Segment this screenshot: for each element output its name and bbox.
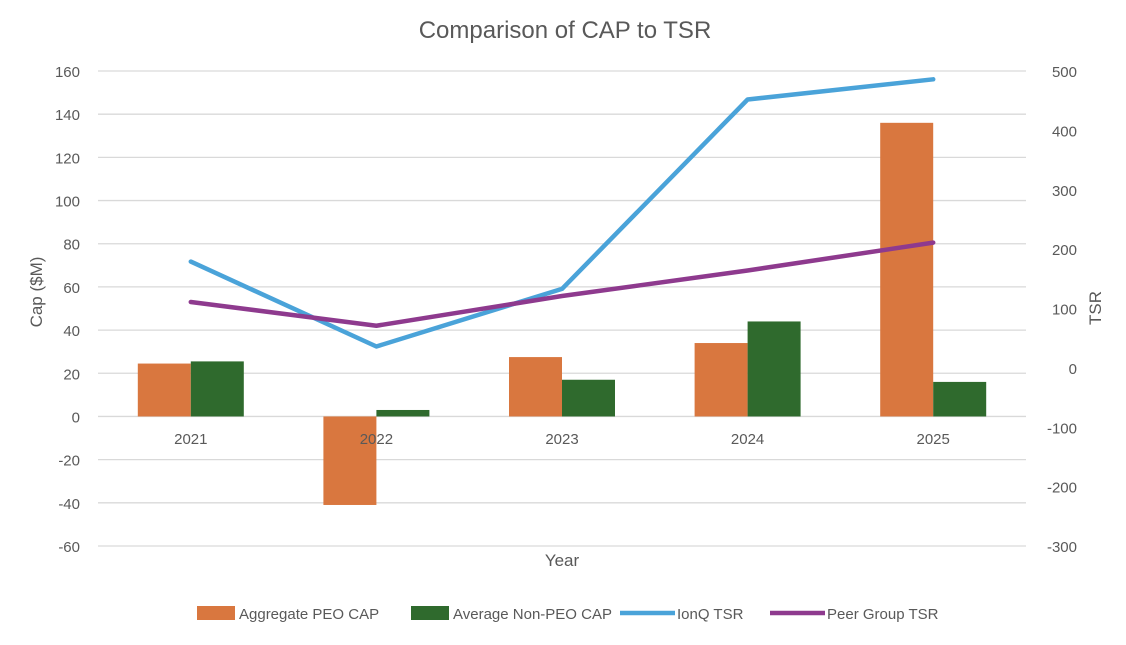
chart-title: Comparison of CAP to TSR (419, 17, 712, 44)
lines (188, 77, 936, 349)
bars (137, 122, 987, 505)
y2-tick-label: 100 (1052, 302, 1077, 319)
legend-label: Average Non-PEO CAP (453, 606, 612, 623)
y-tick-label: 0 (72, 409, 80, 426)
bar-average-non-peo-cap (190, 361, 244, 417)
bar-average-non-peo-cap (562, 379, 615, 417)
bar-aggregate-peo-cap (323, 416, 377, 505)
legend-label: Aggregate PEO CAP (239, 606, 379, 623)
y-tick-label: -40 (58, 496, 80, 513)
bar-aggregate-peo-cap (694, 343, 748, 417)
y2-tick-label: 500 (1052, 64, 1077, 81)
y-tick-label: 160 (55, 64, 80, 81)
line-peer-group-tsr (188, 240, 936, 328)
x-axis-title: Year (545, 551, 580, 570)
y2-tick-label: -100 (1047, 420, 1077, 437)
x-tick-label: 2025 (917, 431, 950, 448)
legend-label: Peer Group TSR (827, 606, 939, 623)
y-tick-label: 20 (63, 366, 80, 383)
y2-tick-label: 0 (1069, 361, 1077, 378)
y-tick-label: -20 (58, 453, 80, 470)
bar-aggregate-peo-cap (137, 363, 191, 417)
y2-tick-label: 200 (1052, 242, 1077, 259)
y-tick-label: 100 (55, 194, 80, 211)
y2-tick-label: 400 (1052, 123, 1077, 140)
bar-aggregate-peo-cap (880, 122, 934, 417)
y-axis-title: Cap ($M) (27, 257, 46, 328)
legend: Aggregate PEO CAP Average Non-PEO CAP IonQ… (197, 606, 939, 623)
y-tick-label: 80 (63, 237, 80, 254)
bar-aggregate-peo-cap (509, 357, 562, 417)
legend-label: IonQ TSR (677, 606, 744, 623)
x-tick-label: 2023 (545, 431, 578, 448)
legend-swatch-average-non-peo-cap (411, 606, 449, 620)
x-tick-label: 2022 (360, 431, 393, 448)
y2-tick-label: -200 (1047, 480, 1077, 497)
y-tick-label: 120 (55, 150, 80, 167)
y-tick-label: -60 (58, 539, 80, 556)
y2-tick-label: -300 (1047, 539, 1077, 556)
y-tick-label: 140 (55, 107, 80, 124)
y2-axis-title: TSR (1086, 291, 1105, 325)
y2-tick-label: 300 (1052, 183, 1077, 200)
bar-average-non-peo-cap (933, 381, 987, 417)
y-tick-label: 40 (63, 323, 80, 340)
y-tick-label: 60 (63, 280, 80, 297)
x-tick-label: 2024 (731, 431, 764, 448)
bar-average-non-peo-cap (747, 321, 801, 417)
legend-swatch-aggregate-peo-cap (197, 606, 235, 620)
line-ionq-tsr (188, 77, 936, 349)
bar-average-non-peo-cap (376, 409, 430, 417)
axes: -60-40-20020406080100120140160-300-200-1… (55, 64, 1077, 556)
x-tick-label: 2021 (174, 431, 207, 448)
